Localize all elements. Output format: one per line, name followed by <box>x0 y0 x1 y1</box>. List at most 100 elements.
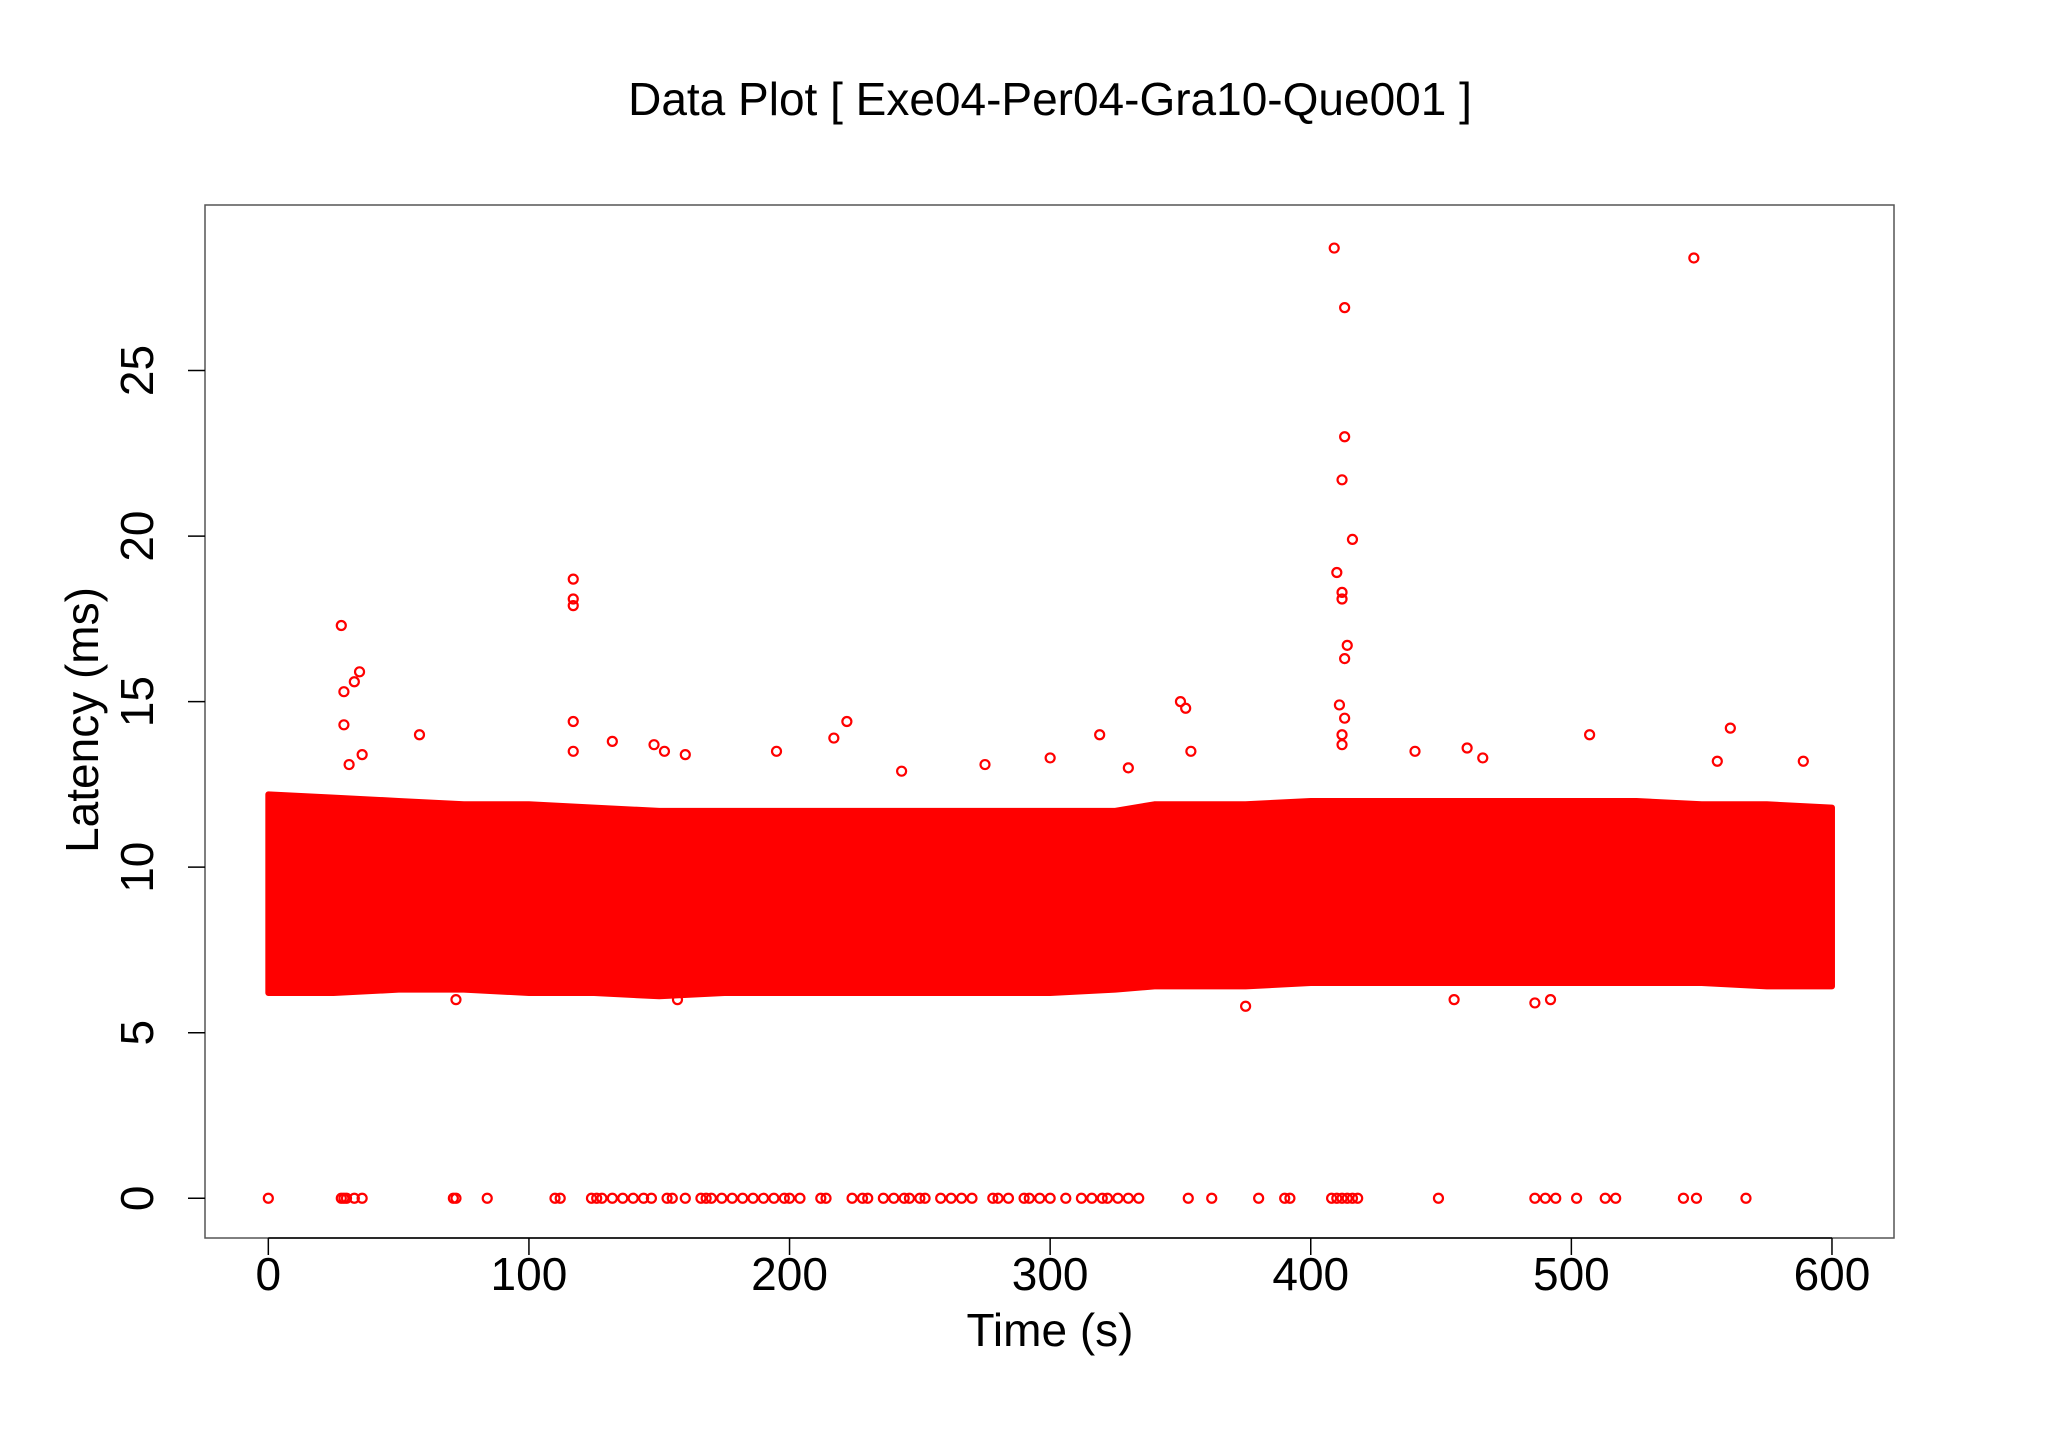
point <box>815 1192 827 1204</box>
point <box>1529 1192 1541 1204</box>
point <box>747 1192 759 1204</box>
point <box>966 1192 978 1204</box>
point <box>1284 1192 1296 1204</box>
point <box>877 1192 889 1204</box>
dense-band <box>265 791 1835 1000</box>
point <box>1336 474 1348 486</box>
point <box>596 1192 608 1204</box>
point <box>1711 755 1723 767</box>
point <box>898 1192 910 1204</box>
point <box>567 715 579 728</box>
point <box>1336 739 1348 751</box>
point <box>348 676 360 688</box>
point <box>1023 1192 1035 1204</box>
point <box>1279 1192 1291 1204</box>
point <box>794 1192 806 1204</box>
point <box>1432 1192 1445 1204</box>
point <box>335 619 347 632</box>
point <box>1352 1192 1364 1204</box>
point <box>979 758 991 771</box>
point <box>671 994 684 1006</box>
point <box>914 1192 926 1204</box>
point <box>1075 1192 1088 1204</box>
point <box>638 1192 650 1204</box>
x-tick-label: 300 <box>1012 1248 1089 1300</box>
point <box>1610 1192 1622 1204</box>
point <box>1002 1192 1015 1204</box>
point <box>554 1192 566 1204</box>
point <box>862 1192 874 1204</box>
point <box>737 1192 749 1204</box>
point <box>338 686 350 698</box>
point <box>348 1192 360 1204</box>
point <box>1101 1192 1114 1204</box>
point <box>262 1192 274 1204</box>
point <box>778 1192 790 1204</box>
point <box>1331 1192 1343 1204</box>
point <box>1096 1192 1108 1204</box>
point <box>1740 1192 1752 1204</box>
point <box>627 1192 639 1204</box>
point <box>726 1192 738 1204</box>
point <box>1253 1192 1265 1204</box>
point <box>567 600 579 612</box>
point <box>987 1192 999 1204</box>
point <box>1240 1000 1252 1012</box>
point <box>481 1192 493 1204</box>
point <box>828 732 840 744</box>
point <box>1206 1192 1218 1204</box>
point <box>705 1192 717 1204</box>
point <box>1122 1192 1134 1204</box>
point <box>1094 729 1106 741</box>
point <box>567 593 579 605</box>
point <box>591 1192 603 1204</box>
point <box>919 1192 931 1204</box>
point <box>1133 1192 1145 1204</box>
point <box>606 1192 618 1204</box>
point <box>1409 745 1421 757</box>
point <box>1044 752 1056 764</box>
point <box>1688 252 1700 264</box>
point <box>716 1192 728 1204</box>
point <box>1336 593 1348 605</box>
point <box>606 735 618 747</box>
point <box>1677 1192 1690 1204</box>
point <box>567 745 579 757</box>
point <box>648 739 660 751</box>
point <box>1724 722 1736 734</box>
point <box>1060 1192 1072 1204</box>
y-tick-label: 10 <box>111 842 163 893</box>
y-tick-label: 20 <box>111 511 163 562</box>
x-tick-label: 100 <box>491 1248 568 1300</box>
point <box>700 1192 712 1204</box>
point <box>1539 1192 1551 1204</box>
point <box>617 1192 629 1204</box>
x-tick-label: 0 <box>256 1248 282 1300</box>
point <box>1174 696 1187 708</box>
point <box>1339 712 1351 724</box>
point <box>1336 586 1348 598</box>
point <box>1339 431 1351 443</box>
point <box>1461 742 1473 754</box>
point <box>1122 762 1134 774</box>
point <box>846 1192 858 1204</box>
x-tick-label: 500 <box>1533 1248 1610 1300</box>
point <box>1341 639 1353 651</box>
x-tick-label: 200 <box>751 1248 828 1300</box>
point <box>945 1192 957 1204</box>
x-axis-label: Time (s) <box>967 1304 1134 1356</box>
point <box>770 745 783 757</box>
point <box>695 1192 707 1204</box>
point <box>356 1192 368 1204</box>
point <box>1018 1192 1030 1204</box>
point <box>1346 1192 1359 1204</box>
point <box>413 729 426 741</box>
point <box>661 1192 673 1204</box>
point <box>888 1192 900 1204</box>
y-axis-label: Latency (ms) <box>56 587 108 853</box>
point <box>450 1192 462 1204</box>
point <box>992 1192 1004 1204</box>
point <box>549 1192 561 1204</box>
point <box>1599 1192 1611 1204</box>
